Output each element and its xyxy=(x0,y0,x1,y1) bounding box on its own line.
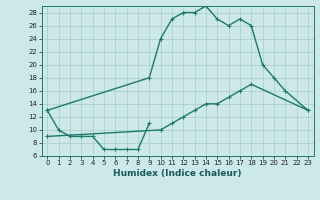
X-axis label: Humidex (Indice chaleur): Humidex (Indice chaleur) xyxy=(113,169,242,178)
